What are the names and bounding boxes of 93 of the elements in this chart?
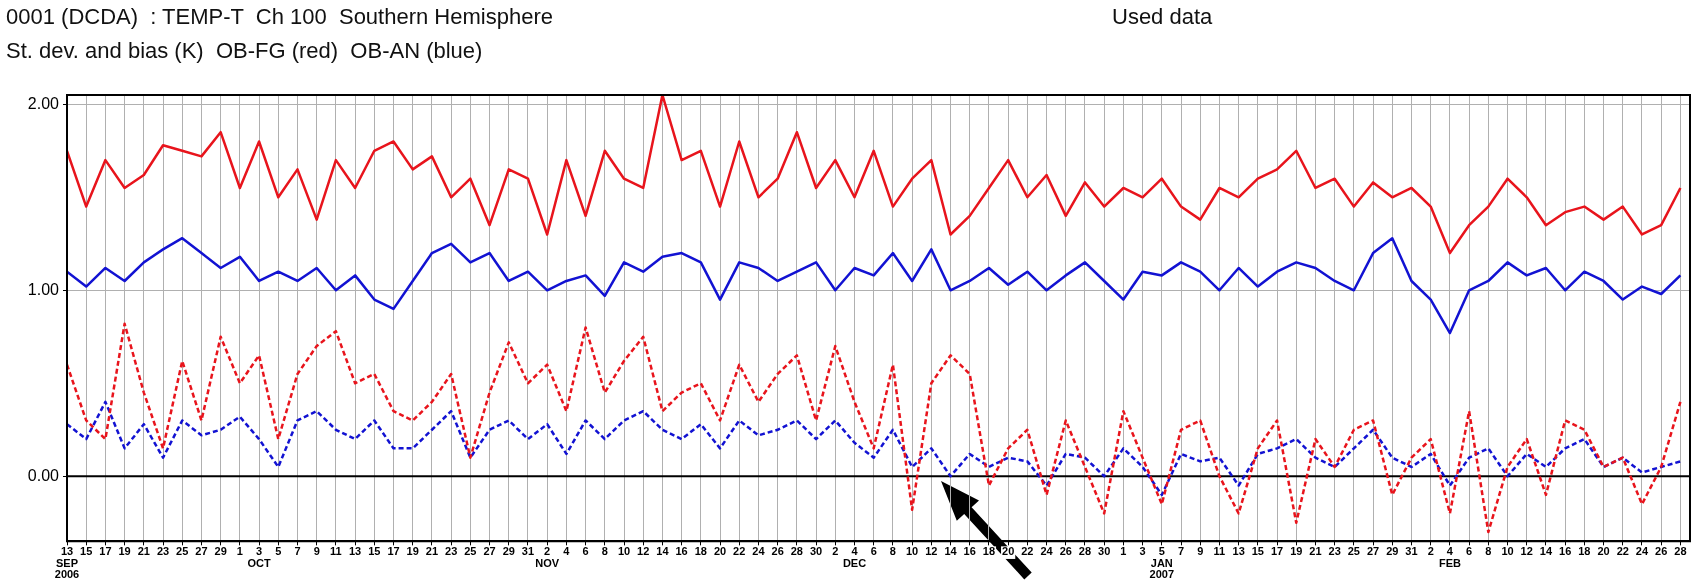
x-tick-label: 19	[406, 545, 419, 558]
x-tick-label: 23	[1328, 545, 1341, 558]
x-tick-label: 16	[963, 545, 976, 558]
x-tick-label: 21	[1309, 545, 1322, 558]
x-tick-label: 29	[1386, 545, 1399, 558]
x-tick-label: 22	[733, 545, 746, 558]
x-tick-label: 7	[294, 545, 301, 558]
text: Used data	[1112, 4, 1213, 30]
x-tick-label: 24	[1040, 545, 1054, 558]
line-series	[67, 322, 1682, 534]
x-tick-label: 24	[752, 545, 766, 558]
x-tick-label: 1	[236, 545, 243, 558]
x-tick-label: 21	[425, 545, 439, 558]
y-tick-label: 1.00	[27, 280, 60, 298]
x-tick-label: 2	[1427, 545, 1434, 558]
x-tick-label: 23	[445, 545, 458, 558]
x-tick-label: 4	[563, 545, 571, 558]
x-tick-label: 5	[275, 545, 282, 558]
x-tick-label: 13 SEP 2006	[54, 545, 80, 581]
x-tick-label: 25	[1347, 545, 1360, 558]
x-tick-label: 10	[617, 545, 631, 558]
x-tick-label: 31	[521, 545, 535, 558]
x-tick-label: 4 FEB	[1438, 545, 1461, 569]
x-tick-label: 3	[1139, 545, 1146, 558]
x-tick-label: 13	[1232, 545, 1245, 558]
x-tick-label: 25	[176, 545, 189, 558]
line-series	[67, 400, 1682, 497]
x-tick-label: 7	[1177, 545, 1185, 558]
x-tick-label: 16	[1559, 545, 1572, 558]
y-tick-label: 2.00	[27, 94, 60, 112]
x-tick-label: 9	[1197, 545, 1204, 558]
x-tick-label: 30	[809, 545, 823, 558]
x-tick-label: 19	[1290, 545, 1303, 558]
x-tick-label: 10	[905, 545, 919, 558]
x-tick-label: 1	[1120, 545, 1127, 558]
x-tick-label: 2	[832, 545, 839, 558]
x-tick-label: 22	[1021, 545, 1034, 558]
x-tick-label: 3 OCT	[247, 545, 271, 569]
x-tick-label: 14	[656, 545, 670, 558]
x-tick-label: 12	[1520, 545, 1533, 558]
x-tick-label: 17	[387, 545, 400, 558]
x-tick-label: 27	[195, 545, 208, 558]
x-tick-label: 10	[1501, 545, 1514, 558]
x-tick-label: 8	[1485, 545, 1492, 558]
x-tick-label: 12	[925, 545, 938, 558]
x-tick-label: 18	[694, 545, 707, 558]
x-tick-label: 20	[713, 545, 727, 558]
x-tick-label: 2 NOV	[535, 545, 560, 569]
x-tick-label: 28	[1674, 545, 1687, 558]
x-tick-label: 28	[790, 545, 803, 558]
chart-subtitle: St. dev. and bias (K) OB-FG (red) OB-AN (blue)	[6, 38, 483, 64]
x-tick-label: 15	[368, 545, 381, 558]
x-tick-label: 15	[80, 545, 93, 558]
x-tick-label: 17	[1270, 545, 1284, 558]
x-tick-label: 8	[889, 545, 896, 558]
x-tick-label: 9	[313, 545, 320, 558]
x-tick-label: 5 JAN 2007	[1149, 545, 1175, 581]
x-tick-label: 26	[771, 545, 784, 558]
x-tick-label: 19	[118, 545, 131, 558]
x-tick-label: 22	[1616, 545, 1629, 558]
x-tick-label: 14	[1539, 545, 1553, 558]
x-tick-label: 13	[348, 545, 362, 558]
x-tick-label: 17	[99, 545, 112, 558]
x-tick-label: 26	[1655, 545, 1668, 558]
x-tick-label: 6	[870, 545, 877, 558]
x-tick-label: 8	[601, 545, 608, 558]
x-tick-label: 29	[502, 545, 515, 558]
x-tick-label: 16	[675, 545, 688, 558]
x-tick-label: 18	[1578, 545, 1591, 558]
x-tick-label: 25	[464, 545, 477, 558]
x-tick-label: 27	[483, 545, 496, 558]
x-tick-label: 23	[156, 545, 170, 558]
chart-title: 0001 (DCDA) : TEMP-T Ch 100 Southern Hemisphere	[6, 4, 553, 30]
x-tick-label: 12	[637, 545, 650, 558]
x-tick-label: 20	[1597, 545, 1610, 558]
x-tick-label: 21	[137, 545, 150, 558]
x-tick-label: 26	[1059, 545, 1072, 558]
x-tick-label: 4 DEC	[842, 545, 867, 569]
x-tick-label: 11	[1213, 545, 1226, 558]
x-tick-label: 31	[1405, 545, 1418, 558]
y-tick-label: 0.00	[27, 466, 60, 484]
x-tick-label: 28	[1078, 545, 1092, 558]
x-tick-label: 20	[1002, 545, 1015, 558]
x-tick-label: 27	[1366, 545, 1380, 558]
x-tick-label: 18	[982, 545, 996, 558]
x-tick-label: 29	[214, 545, 227, 558]
x-tick-label: 14	[944, 545, 958, 558]
x-tick-label: 30	[1098, 545, 1111, 558]
x-tick-label: 24	[1635, 545, 1649, 558]
x-tick-label: 15	[1251, 545, 1264, 558]
x-tick-label: 6	[1466, 545, 1473, 558]
x-tick-label: 11	[330, 545, 342, 558]
x-tick-label: 6	[582, 545, 589, 558]
